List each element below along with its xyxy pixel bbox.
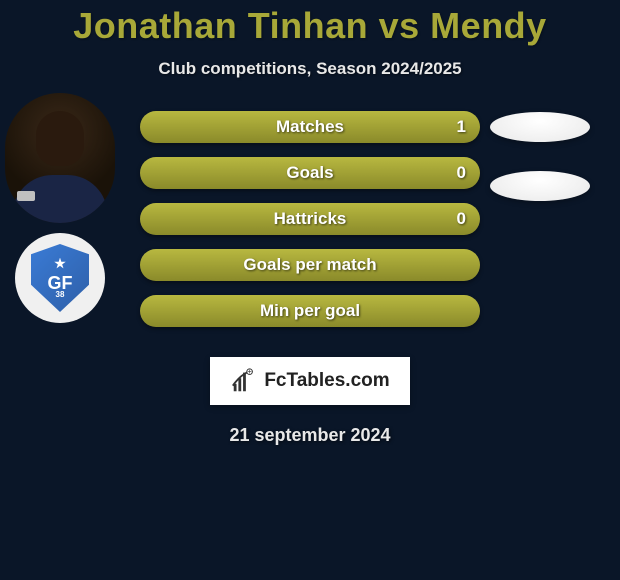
fctables-text: FcTables.com [264, 370, 389, 392]
player1-avatar [5, 93, 115, 223]
stats-bars: Matches 1 Goals 0 Hattricks 0 Goals per … [140, 111, 480, 327]
fctables-logo[interactable]: FcTables.com [210, 357, 410, 405]
stat-value: 1 [457, 117, 466, 137]
club-shield-icon: GF 38 [31, 244, 89, 312]
stat-value: 0 [457, 163, 466, 183]
stat-bar: Hattricks 0 [140, 203, 480, 235]
stat-label: Goals [286, 163, 333, 183]
content-area: GF 38 Matches 1 Goals 0 Hattricks [0, 111, 620, 446]
stat-bar: Matches 1 [140, 111, 480, 143]
shield-number: 38 [56, 290, 65, 299]
compare-bubble-matches [490, 112, 590, 142]
player2-avatar: GF 38 [15, 233, 105, 323]
player1-badge [17, 191, 35, 201]
logo-suffix: Tables.com [287, 370, 390, 391]
logo-prefix: Fc [264, 370, 286, 391]
stat-row-matches: Matches 1 [140, 111, 480, 143]
fctables-icon [230, 367, 258, 395]
stat-label: Goals per match [243, 255, 376, 275]
stat-label: Matches [276, 117, 344, 137]
stat-label: Min per goal [260, 301, 360, 321]
stat-bar: Goals per match [140, 249, 480, 281]
subtitle: Club competitions, Season 2024/2025 [0, 59, 620, 79]
compare-bubble-goals [490, 171, 590, 201]
stat-bar: Min per goal [140, 295, 480, 327]
stat-row-mpg: Min per goal [140, 295, 480, 327]
shield-star-icon [54, 258, 66, 270]
stat-row-gpm: Goals per match [140, 249, 480, 281]
stat-bar: Goals 0 [140, 157, 480, 189]
stat-row-hattricks: Hattricks 0 [140, 203, 480, 235]
stat-row-goals: Goals 0 [140, 157, 480, 189]
page-title: Jonathan Tinhan vs Mendy [0, 5, 620, 47]
main-container: Jonathan Tinhan vs Mendy Club competitio… [0, 0, 620, 446]
stat-value: 0 [457, 209, 466, 229]
avatars-column: GF 38 [0, 93, 120, 323]
stat-label: Hattricks [274, 209, 347, 229]
date-text: 21 september 2024 [0, 425, 620, 446]
